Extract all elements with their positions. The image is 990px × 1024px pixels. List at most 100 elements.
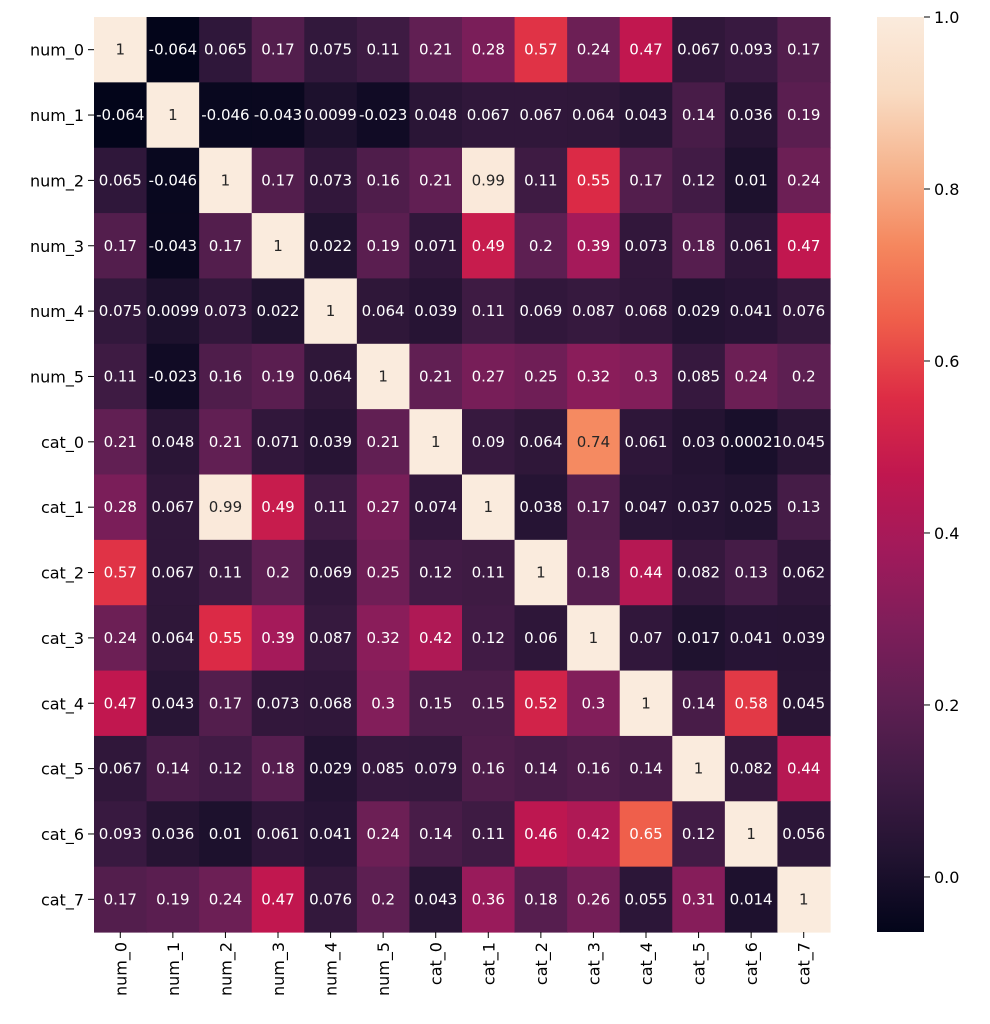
heatmap-cell-label: 0.46 — [524, 825, 557, 843]
heatmap-cell — [94, 409, 148, 476]
heatmap-cell-label: 0.067 — [677, 41, 720, 59]
heatmap-cell-label: 0.074 — [414, 498, 457, 516]
heatmap-cell-label: 0.09 — [472, 433, 505, 451]
heatmap-cell-label: 1 — [536, 564, 546, 582]
y-axis-tick-label: cat_3 — [41, 629, 84, 649]
heatmap-cell-label: 0.18 — [524, 890, 557, 908]
heatmap-cell-label: 0.44 — [787, 760, 820, 778]
heatmap-cell-label: 0.041 — [730, 302, 773, 320]
heatmap-cell-label: -0.043 — [149, 237, 197, 255]
heatmap-cell-label: 0.073 — [257, 694, 300, 712]
heatmap-cell-label: 0.11 — [209, 564, 242, 582]
heatmap-cell — [94, 605, 148, 672]
heatmap-cell — [567, 82, 621, 149]
heatmap-cell-label: 0.17 — [104, 237, 137, 255]
heatmap-cell — [409, 670, 463, 737]
heatmap-cell — [514, 670, 568, 737]
heatmap-cell — [567, 474, 621, 541]
heatmap-cell-label: 0.16 — [209, 367, 242, 385]
heatmap-cell-label: 0.064 — [572, 106, 615, 124]
heatmap-cell-label: 0.048 — [151, 433, 194, 451]
heatmap-cell-label: 0.19 — [366, 237, 399, 255]
y-axis-tick-label: num_3 — [30, 237, 84, 257]
heatmap-cell — [146, 82, 200, 149]
heatmap-cell-label: 0.085 — [362, 760, 405, 778]
heatmap-cell-label: 0.47 — [104, 694, 137, 712]
heatmap-cell-label: 0.073 — [625, 237, 668, 255]
heatmap-cell — [777, 147, 831, 214]
heatmap-cell — [462, 17, 516, 83]
heatmap-cell-label: 0.055 — [625, 890, 668, 908]
heatmap-cell — [514, 539, 568, 606]
heatmap-cell-label: 0.24 — [734, 367, 767, 385]
heatmap-cell-label: 0.071 — [414, 237, 457, 255]
heatmap-cell — [462, 605, 516, 672]
heatmap-cell-label: 0.071 — [257, 433, 300, 451]
heatmap-cell-label: 0.52 — [524, 694, 557, 712]
heatmap-cell — [777, 409, 831, 476]
heatmap-cell-label: 0.32 — [366, 629, 399, 647]
heatmap-cell — [94, 735, 148, 802]
heatmap-cell-label: 0.085 — [677, 367, 720, 385]
heatmap-cell-label: 1 — [221, 171, 231, 189]
heatmap-cell-label: 0.038 — [519, 498, 562, 516]
heatmap-cell-label: 0.041 — [309, 825, 352, 843]
heatmap-cell — [724, 147, 779, 214]
y-axis-tick-label: cat_4 — [41, 694, 84, 714]
heatmap-cell — [356, 213, 411, 280]
heatmap-cell — [199, 213, 253, 280]
heatmap-cell — [356, 866, 411, 933]
heatmap-cell — [462, 409, 516, 476]
heatmap-cell-label: 0.039 — [309, 433, 352, 451]
heatmap-cell — [567, 866, 621, 933]
heatmap-cell — [724, 278, 779, 345]
heatmap-cell-label: 0.3 — [581, 694, 605, 712]
y-axis-tick-label: num_1 — [30, 106, 84, 126]
heatmap-cell — [777, 17, 831, 83]
heatmap-cell-label: 0.27 — [472, 367, 505, 385]
x-axis-tick-label: num_1 — [164, 942, 184, 996]
heatmap-cell — [724, 735, 779, 802]
heatmap-cell — [514, 343, 568, 410]
y-axis-tick-label: cat_5 — [41, 760, 84, 780]
heatmap-cell — [514, 801, 568, 868]
heatmap-cell-label: 1 — [589, 629, 599, 647]
heatmap-cell — [777, 670, 831, 737]
heatmap-cell-label: 0.014 — [730, 890, 773, 908]
heatmap-cell — [94, 147, 148, 214]
heatmap-cell-label: -0.043 — [254, 106, 302, 124]
heatmap-cell — [409, 866, 463, 933]
heatmap-cell-label: 0.21 — [366, 433, 399, 451]
heatmap-cell — [199, 409, 253, 476]
heatmap-cell — [619, 605, 673, 672]
heatmap-cell — [567, 670, 621, 737]
heatmap-cell-label: 0.2 — [266, 564, 290, 582]
heatmap-cell-label: 0.067 — [151, 498, 194, 516]
heatmap-cell — [514, 866, 568, 933]
heatmap-cell — [777, 82, 831, 149]
heatmap-cell-label: 0.075 — [309, 41, 352, 59]
x-axis-tick-label: num_2 — [216, 942, 236, 996]
heatmap-cell — [251, 866, 305, 933]
heatmap-cells — [94, 17, 831, 933]
heatmap-cell — [777, 605, 831, 672]
heatmap-cell — [567, 605, 621, 672]
heatmap-cell — [94, 343, 148, 410]
heatmap-cell-label: 0.18 — [682, 237, 715, 255]
heatmap-cell-label: 0.17 — [577, 498, 610, 516]
heatmap-cell — [304, 670, 358, 737]
heatmap-cell-label: 0.064 — [309, 367, 352, 385]
heatmap-cell — [567, 278, 621, 345]
heatmap-cell — [514, 147, 568, 214]
heatmap-cell — [724, 343, 779, 410]
heatmap-cell-label: 0.11 — [472, 564, 505, 582]
heatmap-cell — [567, 539, 621, 606]
heatmap-cell-label: 0.0099 — [147, 302, 200, 320]
heatmap-cell — [777, 539, 831, 606]
heatmap-cell — [672, 278, 726, 345]
heatmap-cell-label: 0.043 — [151, 694, 194, 712]
heatmap-cell-label: 0.16 — [577, 760, 610, 778]
heatmap-cell-label: 0.15 — [472, 694, 505, 712]
heatmap-cell — [619, 474, 673, 541]
heatmap-cell — [356, 670, 411, 737]
